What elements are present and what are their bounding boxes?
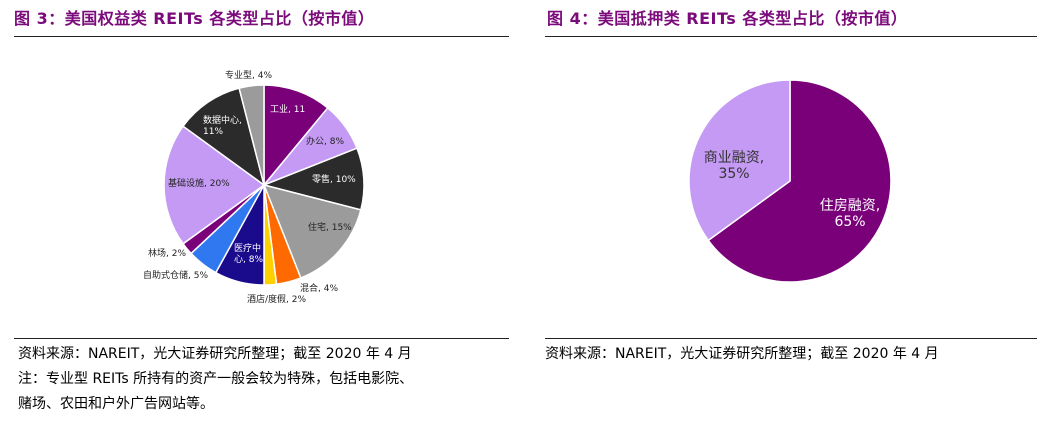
pie-label-5: 酒店/度假, 2% [247, 293, 306, 305]
figure-4-title: 图 4：美国抵押类 REITs 各类型占比（按市值） [547, 9, 908, 28]
source-text: 资料来源：NAREIT，光大证券研究所整理；截至 2020 年 4 月 [18, 346, 412, 362]
figure-3-title: 图 3：美国权益类 REITs 各类型占比（按市值） [14, 9, 375, 28]
pie-label-6: 医疗中心, 8% [234, 242, 263, 265]
note-line-2: 赌场、农田和户外广告网站等。 [18, 396, 214, 412]
source-rule [14, 338, 509, 339]
pie-label-9: 基础设施, 20% [168, 177, 230, 189]
pie-slice-1 [688, 79, 791, 242]
left-figure: 图 3：美国权益类 REITs 各类型占比（按市值） 工业, 11 办公, 8% 零… [0, 0, 512, 421]
mortgage-reits-pie-chart: 住房融资, 65% 商业融资, 35% [688, 79, 892, 283]
source-text: 资料来源：NAREIT，光大证券研究所整理；截至 2020 年 4 月 [545, 346, 939, 362]
pie-label-0: 住房融资, 65% [820, 198, 880, 230]
source-rule [545, 338, 1037, 339]
pie-label-1: 办公, 8% [306, 135, 344, 147]
pie-label-8: 林场, 2% [148, 247, 186, 259]
pie-label-2: 零售, 10% [312, 173, 356, 185]
equity-reits-pie-chart: 工业, 11 办公, 8% 零售, 10% 住宅, 15% 混合, 4%酒店/度假, 2… [143, 69, 365, 305]
right-figure: 图 4：美国抵押类 REITs 各类型占比（按市值） 住房融资, 65% 商业融资,… [545, 0, 1059, 421]
pie-label-0: 工业, 11 [270, 104, 305, 115]
pie-slice-0 [263, 84, 329, 188]
pie-slice-3 [262, 183, 362, 279]
title-rule [545, 36, 1037, 37]
note-line-1: 注：专业型 REITs 所持有的资产一般会较为特殊，包括电影院、 [18, 371, 414, 387]
pie-label-11: 专业型, 4% [225, 69, 272, 81]
pie-label-3: 住宅, 15% [308, 221, 352, 233]
pie-label-10: 数据中心, 11% [203, 114, 242, 137]
pie-label-7: 自助式仓储, 5% [143, 269, 208, 281]
pie-label-1: 商业融资, 35% [704, 150, 764, 182]
pie-slice-10 [182, 87, 266, 187]
pie-label-4: 混合, 4% [300, 282, 338, 294]
pie-slice-9 [163, 125, 266, 245]
pie-slice-0 [707, 79, 892, 283]
title-rule [14, 36, 509, 37]
pie-slice-11 [238, 84, 265, 186]
